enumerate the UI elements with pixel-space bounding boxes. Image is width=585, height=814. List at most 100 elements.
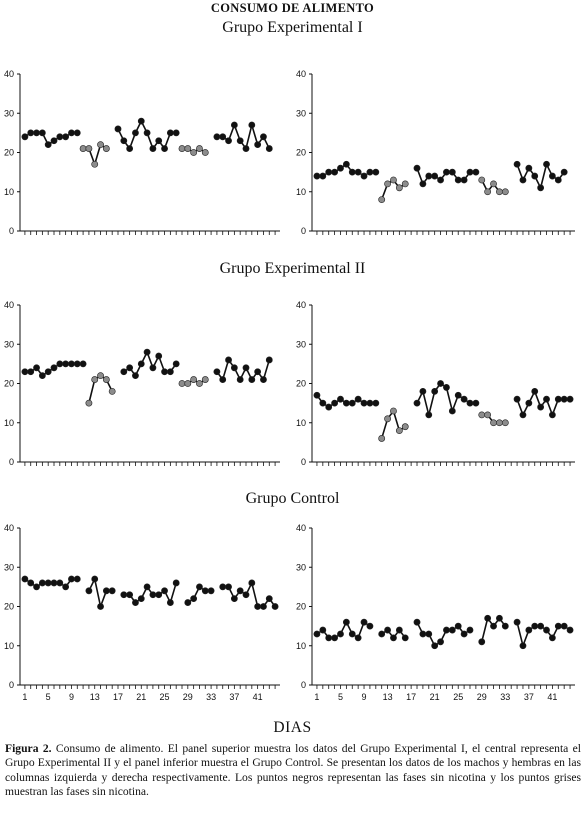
data-point — [401, 634, 409, 642]
data-point — [137, 360, 145, 368]
data-point — [120, 137, 128, 145]
data-point — [548, 634, 556, 642]
data-point — [531, 172, 539, 180]
data-point — [242, 364, 250, 372]
x-tick-label: 17 — [406, 692, 416, 702]
caption-text: Consumo de alimento. El panel superior m… — [5, 742, 582, 799]
data-point — [313, 391, 321, 399]
data-point — [50, 364, 58, 372]
x-tick-label: 29 — [477, 692, 487, 702]
data-point — [413, 618, 421, 626]
data-point — [73, 129, 81, 137]
data-point — [413, 164, 421, 172]
data-point — [513, 395, 521, 403]
data-point — [560, 395, 568, 403]
x-tick-label: 13 — [383, 692, 393, 702]
y-tick-label: 10 — [296, 418, 306, 428]
data-point — [132, 129, 139, 137]
data-point — [97, 372, 104, 380]
series-line — [222, 580, 276, 608]
data-point — [21, 575, 29, 583]
data-point — [38, 579, 46, 587]
data-point — [85, 399, 93, 407]
data-point — [566, 395, 574, 403]
x-tick-label: 33 — [500, 692, 510, 702]
data-point — [33, 364, 40, 372]
data-point — [443, 384, 450, 391]
series-line — [316, 620, 371, 640]
data-point — [254, 603, 262, 610]
data-point — [190, 149, 198, 156]
data-point — [366, 622, 374, 630]
data-point — [137, 595, 145, 603]
y-tick-label: 30 — [296, 562, 306, 572]
data-point — [548, 172, 556, 180]
y-tick-label: 10 — [4, 641, 14, 651]
data-point — [531, 622, 539, 630]
data-point — [519, 411, 527, 419]
series-line — [516, 389, 571, 418]
data-point — [395, 184, 403, 192]
data-point — [348, 399, 356, 407]
data-point — [537, 622, 545, 630]
data-point — [38, 129, 46, 137]
y-tick-label: 0 — [9, 226, 14, 236]
data-point — [219, 376, 227, 383]
data-point — [419, 387, 427, 395]
data-point — [38, 372, 46, 380]
data-point — [496, 419, 503, 427]
data-point — [254, 368, 262, 376]
data-point — [230, 595, 238, 603]
figure-title: CONSUMO DE ALIMENTO — [210, 1, 375, 15]
data-point — [213, 133, 221, 141]
data-point — [260, 603, 267, 610]
group-title-experimental-1: Grupo Experimental I — [222, 19, 363, 36]
data-point — [260, 133, 267, 141]
data-point — [501, 188, 509, 196]
data-point — [254, 141, 262, 149]
data-point — [419, 180, 427, 188]
data-point — [225, 137, 232, 145]
data-point — [531, 387, 539, 395]
data-point — [337, 164, 344, 172]
y-tick-label: 40 — [296, 523, 306, 533]
caption-label: Figura 2. — [5, 742, 52, 755]
data-point — [413, 399, 421, 407]
data-point — [478, 176, 486, 184]
data-point — [384, 180, 391, 188]
y-tick-label: 30 — [296, 339, 306, 349]
data-point — [472, 168, 480, 176]
data-point — [184, 599, 192, 606]
data-point — [543, 160, 550, 168]
group-title-control: Grupo Control — [245, 490, 340, 507]
x-tick-label: 13 — [90, 692, 100, 702]
data-point — [360, 399, 368, 407]
series-line — [123, 582, 177, 605]
data-point — [184, 380, 192, 387]
data-point — [331, 399, 339, 407]
data-point — [313, 630, 321, 638]
data-point — [85, 587, 93, 595]
data-point — [68, 129, 75, 137]
y-tick-label: 20 — [296, 602, 306, 612]
data-point — [265, 595, 273, 603]
x-tick-label: 37 — [524, 692, 534, 702]
x-tick-label: 9 — [69, 692, 74, 702]
data-point — [484, 411, 492, 419]
data-point — [236, 587, 244, 595]
data-point — [460, 630, 468, 638]
data-point — [79, 360, 87, 368]
data-point — [196, 145, 203, 152]
data-point — [172, 579, 180, 587]
data-point — [27, 368, 35, 376]
data-point — [443, 626, 450, 634]
data-point — [126, 364, 134, 372]
data-point — [543, 626, 550, 634]
data-point — [50, 137, 58, 145]
data-point — [120, 368, 128, 376]
data-point — [490, 622, 497, 630]
data-point — [348, 168, 356, 176]
data-point — [143, 348, 151, 356]
data-point — [372, 399, 380, 407]
data-point — [554, 622, 562, 630]
